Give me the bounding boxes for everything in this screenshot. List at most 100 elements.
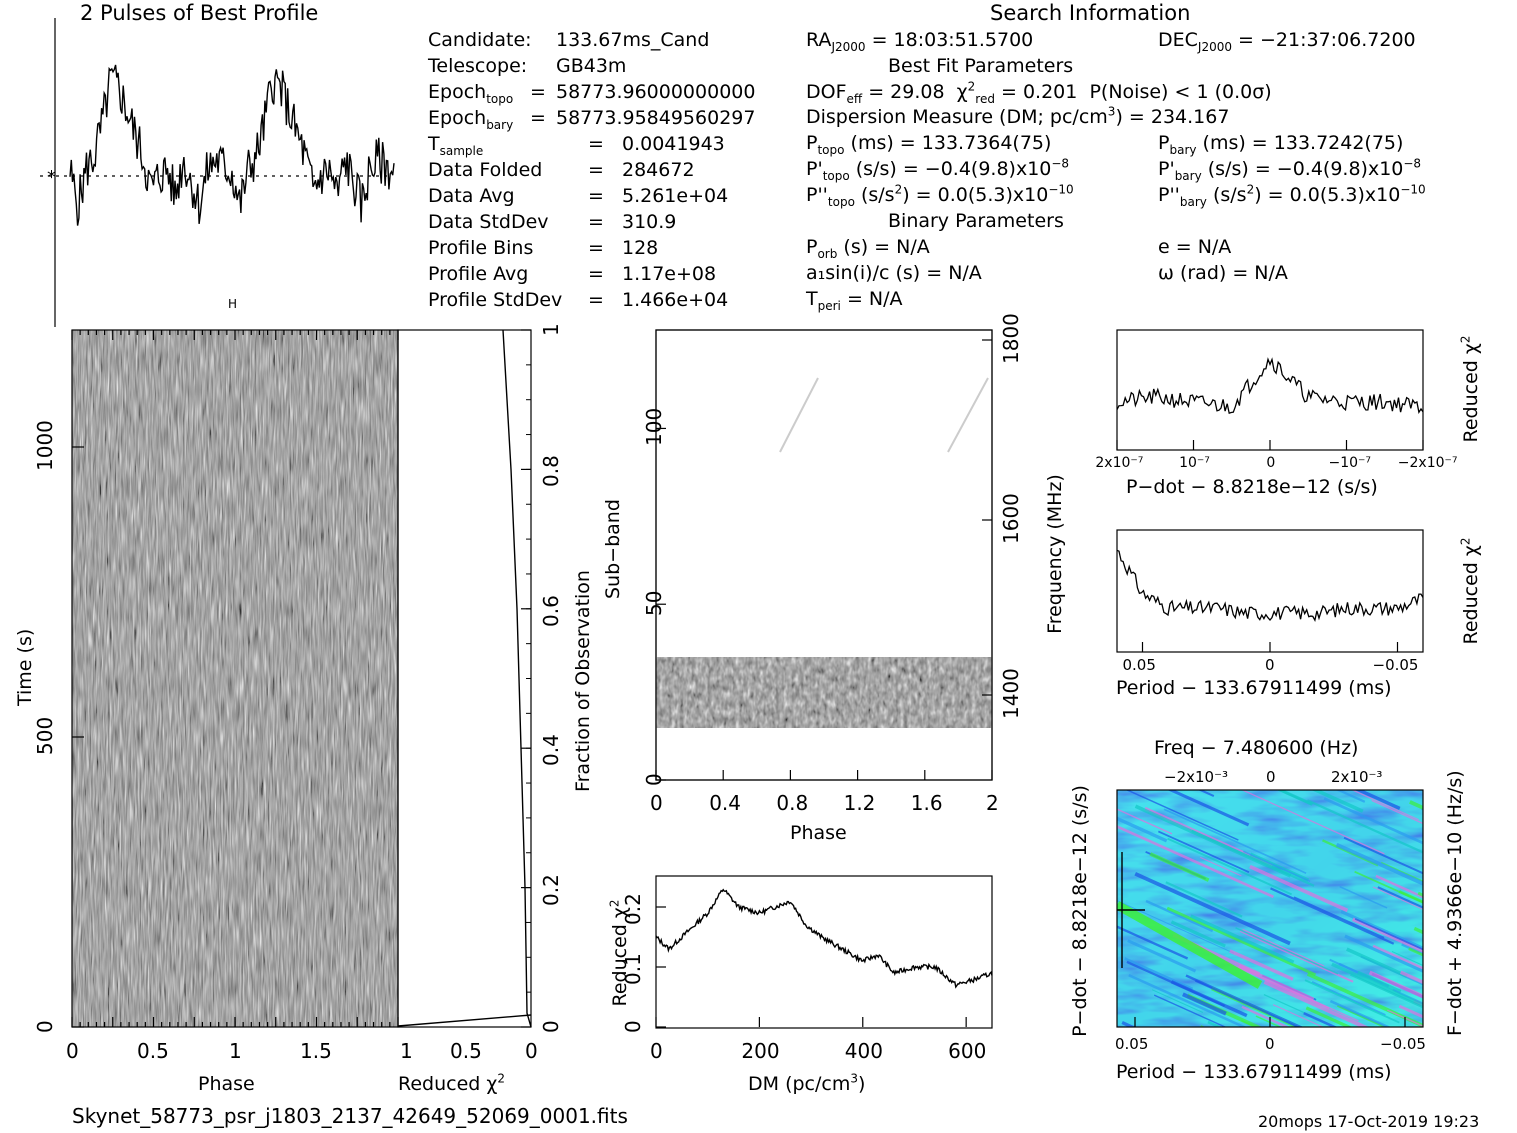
info-row-value: 1.466e+04: [622, 289, 729, 311]
binary-params-title: Binary Parameters: [888, 210, 1064, 232]
phase-tick-label: 1: [229, 1039, 242, 1063]
ppdot-streak: [1335, 842, 1423, 886]
ppdot-streak: [1377, 886, 1423, 909]
pdot-tick-label: 2x10⁻⁷: [1095, 455, 1144, 471]
dm-tick-label: 400: [844, 1039, 883, 1063]
ppdot-streak: [1331, 962, 1423, 1008]
subband-tick-label: 100: [642, 408, 666, 447]
ppdot-streak: [1167, 790, 1250, 827]
ppdot-streak: [1386, 1009, 1423, 1027]
ppdot-streak: [1408, 947, 1423, 957]
fraction-plot: [397, 329, 532, 1028]
info-row-value: 5.261e+04: [622, 185, 729, 207]
ppdot-streak: [1354, 790, 1401, 810]
ppdot-streak: [1351, 917, 1423, 953]
info-row-sep: =: [588, 289, 604, 311]
ppdot-streak: [1305, 1006, 1353, 1027]
fdot-axis-label: F−dot + 4.9366e−10 (Hz/s): [1444, 770, 1466, 1036]
ppdot-pdot-axis-label: P−dot − 8.8218e−12 (s/s): [1069, 785, 1091, 1037]
info-row-sep: =: [588, 263, 604, 285]
dmchi-tick-label: 0.2: [621, 893, 645, 925]
ppdot-streak: [1350, 973, 1423, 1009]
pdot-tick-label: −2x10⁻⁷: [1397, 455, 1458, 471]
ppdot-freq-tick-label: −2x10⁻³: [1164, 768, 1229, 786]
info-row-label: Candidate:: [428, 29, 532, 51]
redchi-tick-label: 0: [525, 1039, 538, 1063]
ppdot-streak: [1354, 870, 1423, 904]
dm-axis-label: DM (pc/cm3): [748, 1071, 866, 1095]
pdot-ticks: [1116, 440, 1424, 450]
pbary-info: Pbary (ms) = 133.7242(75): [1158, 132, 1404, 157]
ppdot-streak: [1194, 979, 1301, 1027]
ppdot-streak: [1117, 824, 1275, 899]
ppdot-streak: [1242, 928, 1325, 967]
info-row-label: Data StdDev: [428, 211, 549, 233]
ppdot-streak: [1423, 781, 1517, 850]
ppdot-streak: [1421, 807, 1423, 811]
fraction-chi-line: [397, 329, 532, 1028]
ppdot-streak: [1294, 1029, 1347, 1053]
ra-label: RAJ2000 = 18:03:51.5700: [806, 29, 1034, 54]
fraction-tick-label: 0.2: [539, 873, 563, 906]
ppdot-period-tick-label: −0.05: [1380, 1035, 1426, 1053]
dof-label: DOFeff = 29.08 χ2red = 0.201 P(Noise) < …: [806, 79, 1272, 106]
ppdot-streak: [1128, 973, 1248, 1027]
phase2-tick-label: 0.8: [776, 791, 809, 815]
ppdot-period-tick-label: 0.05: [1115, 1035, 1149, 1053]
dec-value: = −21:37:06.7200: [1238, 29, 1416, 51]
ppdot-streak: [1270, 887, 1395, 945]
dof-value: = 29.08: [868, 81, 945, 103]
ppdot-streak: [1151, 989, 1204, 1014]
profile-line: [69, 64, 395, 226]
ppdot-streak: [1405, 1055, 1465, 1082]
best-fit-title: Best Fit Parameters: [888, 55, 1074, 77]
info-row-value: 0.0041943: [622, 133, 725, 155]
phase2-tick-label: 0.4: [709, 791, 741, 815]
ppdot-streak: [1239, 929, 1354, 983]
ppdot-streak: [1157, 830, 1250, 873]
info-row-label: Profile StdDev: [428, 289, 563, 311]
period-plot: [1116, 529, 1424, 653]
pddtopo-info: P''topo (s/s2) = 0.0(5.3)x10−10: [806, 182, 1074, 209]
freq-tick-label: 1400: [999, 668, 1023, 719]
period-chi-axis-label: Reduced χ2: [1458, 537, 1482, 645]
pdot-tick-label: −10⁻⁷: [1328, 455, 1372, 471]
ppdot-streak: [1368, 970, 1423, 999]
subband-tick-label: 0: [642, 773, 666, 786]
phase-tick-label: 0.5: [137, 1039, 169, 1063]
info-row-label: Epochtopo: [428, 81, 514, 106]
frequency-axis-label: Frequency (MHz): [1044, 474, 1066, 634]
pnoise-value: P(Noise) < 1 (0.0σ): [1089, 81, 1272, 103]
ppdot-streak: [1323, 797, 1423, 845]
pdot-axis-label: P−dot − 8.8218e−12 (s/s): [1126, 476, 1378, 498]
ppdot-streak: [1240, 790, 1385, 855]
info-row-label: Tsample: [428, 133, 484, 158]
phase2-tick-label: 1.2: [843, 791, 876, 815]
profile-baseline-mark: *: [47, 167, 56, 188]
ppdot-streak: [1127, 939, 1197, 973]
ppdot-streak: [1372, 944, 1423, 970]
redchi-tick-label: 1: [400, 1039, 413, 1063]
profile-title: 2 Pulses of Best Profile: [80, 1, 319, 25]
period-tick-label: 0: [1265, 656, 1275, 674]
redchi-axis-label: Reduced χ2: [398, 1071, 505, 1095]
ppdot-streak: [1134, 872, 1291, 946]
info-row-value: 284672: [622, 159, 695, 181]
fraction-tick-label: 1: [539, 323, 563, 336]
info-row-sep: =: [588, 133, 604, 155]
ppdot-ridge: [1117, 901, 1263, 989]
ppdot-freq-tick-label: 2x10⁻³: [1331, 768, 1383, 786]
ppdot-streak: [1329, 999, 1392, 1027]
ppdot-streak: [1276, 790, 1314, 806]
period-tick-label: −0.05: [1372, 656, 1419, 674]
ppdot-streak: [1166, 906, 1317, 977]
ppdot-streak: [1343, 836, 1423, 875]
ppdot-streak: [1388, 1053, 1517, 1118]
ppdot-streak: [1272, 1004, 1325, 1027]
pdot-tick-label: 10⁻⁷: [1179, 455, 1210, 471]
dec-label: DECJ2000 = −21:37:06.7200: [1158, 29, 1416, 54]
pdtopo-info: P'topo (s/s) = −0.4(9.8)x10−8: [806, 156, 1070, 183]
time-phase-plot: [71, 329, 399, 1028]
dmchi-tick-label: 0.1: [621, 953, 645, 985]
period-axis-label: Period − 133.67911499 (ms): [1116, 677, 1392, 699]
